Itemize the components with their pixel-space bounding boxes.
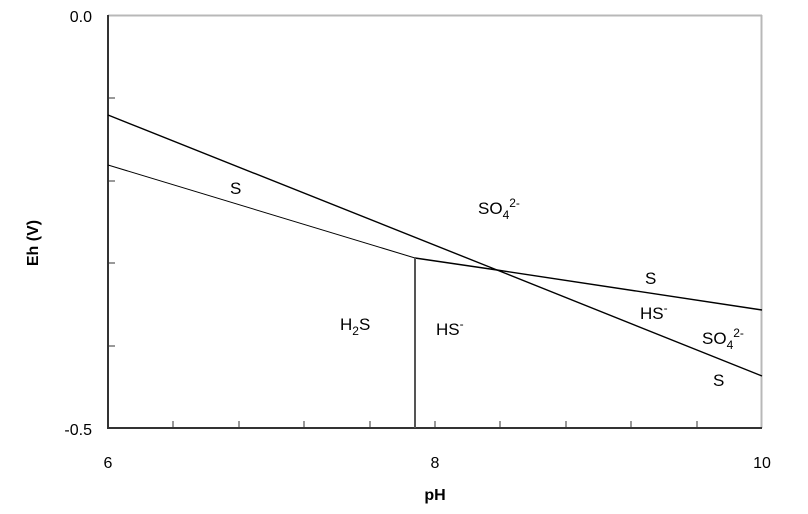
x-tick-label-8: 8 [431,455,440,472]
phase-boundaries [107,114,763,428]
s-hs-boundary-line [414,257,763,311]
label-hs-right: HS- [640,301,668,323]
y-axis-ticks [108,97,115,347]
label-h2s: H2S [340,315,370,338]
label-hs-mid: HS- [436,317,464,339]
x-tick-label-6: 6 [104,455,113,472]
y-tick-label-top: 0.0 [70,9,92,26]
y-axis-title: Eh (V) [25,220,42,266]
s-h2s-boundary-line [107,164,416,259]
x-axis-title: pH [424,487,445,504]
x-axis-ticks [172,421,698,428]
label-s-left: S [230,179,241,198]
label-so4-right: SO42- [702,326,744,352]
y-tick-label-bottom: -0.5 [64,422,92,439]
label-so4-top: SO42- [478,196,520,222]
label-s-right-bottom: S [713,371,724,390]
x-tick-label-10: 10 [753,455,771,472]
label-s-right-top: S [645,269,656,288]
so4-s-boundary-line [107,114,763,377]
